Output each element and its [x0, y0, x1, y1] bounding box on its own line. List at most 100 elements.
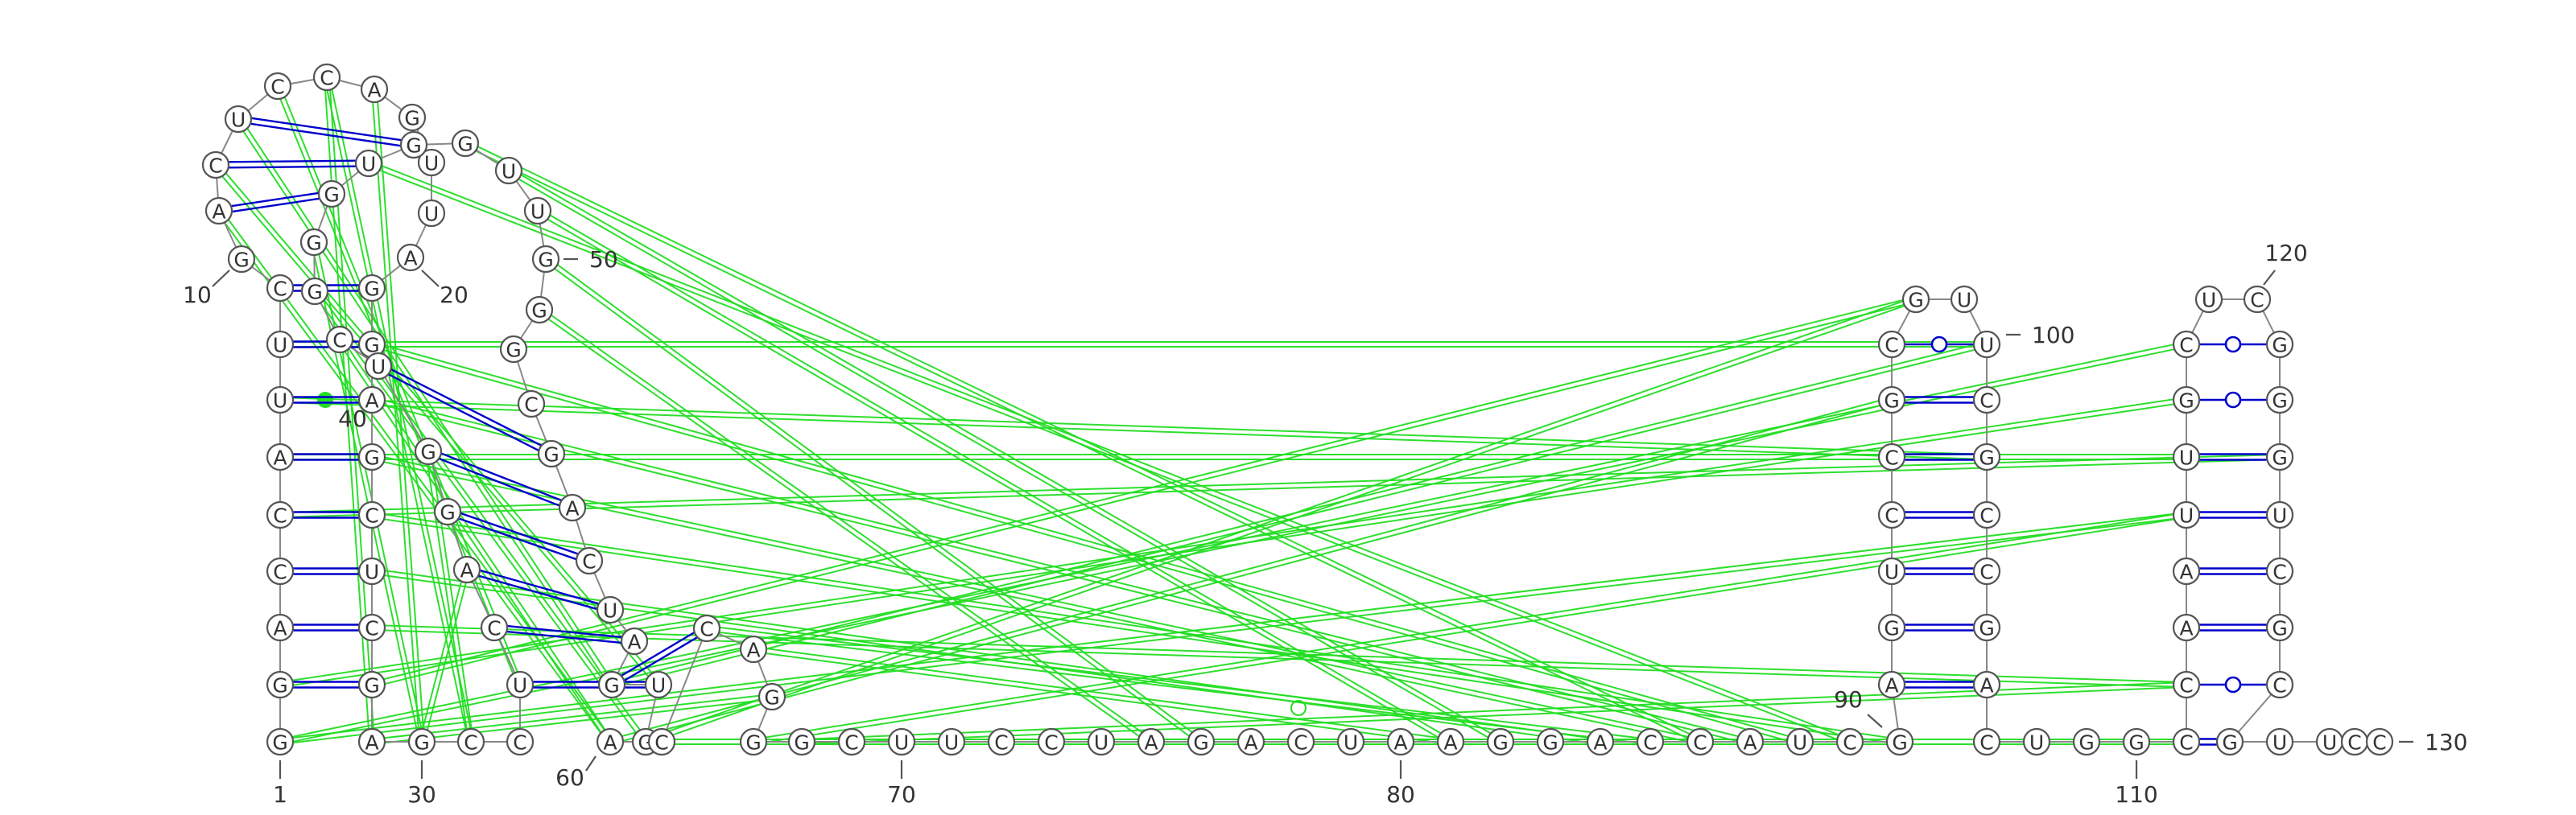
backbone-segment [378, 365, 429, 452]
nucleotide-circle [456, 727, 485, 756]
nucleotide-letter: G [420, 441, 436, 464]
nucleotide-circle [1877, 385, 1906, 414]
nucleotide: C [201, 150, 230, 179]
nucleotide: C [2172, 330, 2201, 359]
nucleotide-letter: G [364, 674, 379, 698]
nucleotide: U [266, 330, 295, 359]
nucleotide-circle [1536, 727, 1565, 756]
nucleotide-letter: U [1094, 731, 1108, 755]
nucleotide-circle [2265, 442, 2294, 471]
nucleotide-letter: U [530, 200, 545, 224]
nucleotide: A [396, 243, 425, 272]
nucleotide: G [300, 277, 329, 306]
tertiary-interaction-line [753, 512, 2186, 741]
tertiary-interaction-line [706, 629, 1650, 745]
tertiary-interaction-line [239, 117, 615, 684]
nucleotide: G [433, 497, 462, 526]
nucleotide: C [357, 613, 386, 642]
nucleotide: U [354, 149, 383, 178]
nucleotide: U [596, 595, 625, 624]
nucleotide-circle [2172, 330, 2201, 359]
tertiary-interaction-line [367, 164, 1850, 745]
nucleotide-letter: U [944, 731, 959, 755]
nucleotide-circle [2172, 385, 2201, 414]
nucleotide: G [266, 727, 295, 756]
nucleotide-letter: U [361, 153, 376, 176]
position-label: 40 [338, 405, 367, 432]
nucleotide: C [1972, 500, 2001, 529]
nucleotide: U [224, 105, 253, 134]
nucleotide: G [398, 103, 427, 132]
nucleotide: G [2172, 385, 2201, 414]
nucleotide: G [357, 670, 386, 699]
nucleotide: A [558, 493, 587, 522]
nucleotide: A [1972, 670, 2001, 699]
nucleotide-circle [837, 727, 866, 756]
nucleotide-letter: C [320, 67, 333, 90]
nucleotide-circle [1636, 727, 1665, 756]
nucleotide: C [692, 614, 721, 643]
position-tick [421, 270, 440, 287]
nucleotide-circle [360, 75, 389, 104]
nucleotide-letter: U [1793, 731, 1807, 755]
nucleotide: C [1686, 727, 1715, 756]
nucleotide-letter: A [1885, 674, 1898, 698]
nucleotide-circle [2194, 285, 2223, 314]
nucleotide-circle [2265, 385, 2294, 414]
nucleotide-letter: G [1884, 389, 1899, 413]
nucleotide-letter: A [1244, 731, 1257, 755]
nucleotide-circle [407, 727, 436, 756]
canonical-pair-line [439, 457, 560, 507]
nucleotide: U [1877, 557, 1906, 586]
nucleotide: C [312, 63, 341, 92]
nucleotide: U [2265, 500, 2294, 529]
nucleotide: G [499, 335, 528, 364]
nucleotide-circle [531, 245, 560, 274]
nucleotide-letter: C [2372, 731, 2386, 755]
nucleotide-letter: A [603, 731, 617, 755]
nucleotide: G [1885, 727, 1914, 756]
nucleotide-letter: G [1193, 731, 1208, 755]
nucleotide: A [1877, 670, 1906, 699]
nucleotide: U [2172, 442, 2201, 471]
nucleotide-letter: U [2322, 731, 2337, 755]
nucleotide-circle [887, 727, 916, 756]
nucleotide: G [597, 670, 626, 699]
position-label: 110 [2115, 781, 2157, 808]
nucleotide-circle [647, 727, 676, 756]
nucleotide-letter: U [1344, 731, 1358, 755]
nucleotide-circle [1286, 727, 1315, 756]
nucleotide: U [1087, 727, 1116, 756]
nucleotide-circle [357, 500, 386, 529]
nucleotide: C [357, 500, 386, 529]
nucleotide-letter: C [270, 76, 284, 99]
nucleotide-letter: G [2272, 389, 2287, 413]
nucleotide-circle [266, 557, 295, 586]
nucleotide-letter: C [2179, 334, 2193, 357]
nucleotide-circle [525, 295, 554, 324]
nucleotide-circle [537, 439, 566, 468]
canonical-pair-line [621, 632, 696, 677]
position-label: 130 [2425, 729, 2467, 755]
nucleotide: A [204, 196, 233, 225]
nucleotide: A [360, 75, 389, 104]
nucleotide-circle [2215, 727, 2244, 756]
nucleotide: G [1972, 613, 2001, 642]
nucleotide-letter: A [273, 447, 287, 470]
tertiary-interaction-line [753, 646, 1451, 741]
nucleotide: U [644, 670, 673, 699]
nucleotide-circle [299, 228, 328, 257]
nucleotide: G [1901, 285, 1930, 314]
nucleotide: C [1835, 727, 1864, 756]
nucleotide-circle [266, 274, 295, 303]
nucleotide-letter: C [2273, 561, 2286, 584]
nucleotide-letter: C [365, 504, 378, 528]
nucleotide: U [2265, 727, 2294, 756]
nucleotide-letter: G [406, 134, 421, 158]
nucleotide-letter: A [1443, 731, 1457, 755]
nucleotide-circle [357, 557, 386, 586]
nucleotide-circle [433, 497, 462, 526]
nucleotide-circle [1901, 285, 1930, 314]
tertiary-interaction-line [235, 120, 611, 687]
nucleotide-circle [325, 325, 354, 354]
